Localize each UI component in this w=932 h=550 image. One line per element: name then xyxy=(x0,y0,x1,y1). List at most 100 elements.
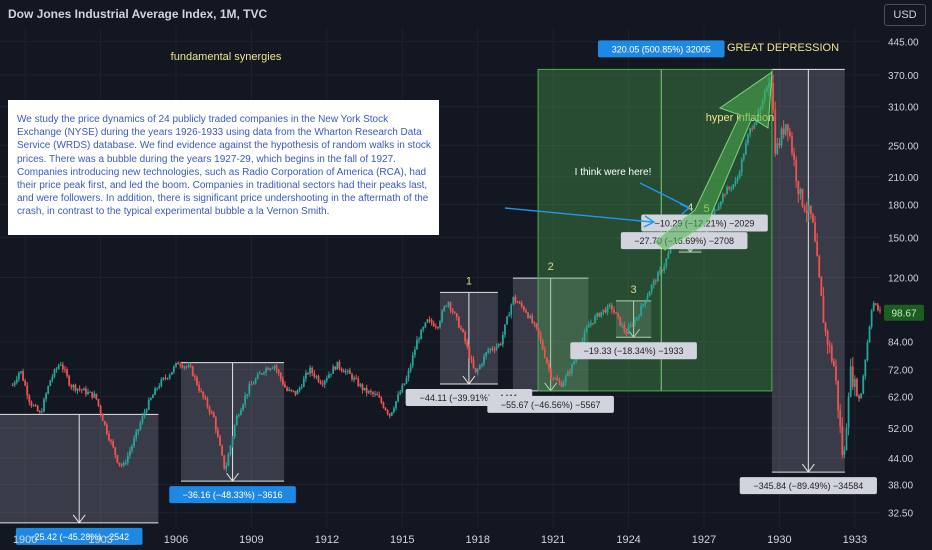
candle-body xyxy=(376,393,379,396)
candle-body xyxy=(809,205,812,215)
candle-body xyxy=(367,390,370,393)
candle-body xyxy=(608,304,611,306)
candle-body xyxy=(397,394,399,402)
measure-arrowhead xyxy=(72,514,86,524)
candle-body xyxy=(240,410,242,416)
x-tick-label: 1909 xyxy=(239,534,263,546)
candle-body xyxy=(481,363,483,366)
candle-body xyxy=(654,280,657,282)
measure-arrowhead xyxy=(627,328,640,339)
candle-body xyxy=(573,361,575,365)
candle-body xyxy=(225,465,228,469)
candle-body xyxy=(346,370,349,372)
measure-label: −44.11 (−39.91%) −4411 xyxy=(420,393,519,403)
candle-body xyxy=(784,124,787,135)
candle-body xyxy=(667,253,670,259)
candle-body xyxy=(633,319,636,326)
candle-body xyxy=(589,322,592,325)
candle-body xyxy=(233,425,236,437)
candle-body xyxy=(545,357,548,364)
candle-body xyxy=(261,373,263,375)
candle-body xyxy=(724,194,726,196)
wave-number: 2 xyxy=(548,261,554,273)
candle-body xyxy=(273,365,276,368)
candle-body xyxy=(640,305,643,317)
candle-body xyxy=(311,367,314,374)
candle-body xyxy=(443,306,446,312)
candle-body xyxy=(139,422,142,430)
candle-body xyxy=(321,383,324,385)
y-tick-label: 38.00 xyxy=(888,480,913,491)
currency-button[interactable]: USD xyxy=(884,4,926,26)
candle-body xyxy=(698,230,701,233)
candle-body xyxy=(849,366,852,397)
candle-body xyxy=(160,379,163,386)
candle-body xyxy=(66,369,68,376)
candle-body xyxy=(648,291,651,297)
candle-body xyxy=(455,313,458,318)
candle-body xyxy=(133,438,135,446)
candle-body xyxy=(422,327,425,330)
candle-body xyxy=(560,382,563,387)
y-tick-label: 120.00 xyxy=(888,274,919,285)
candle-body xyxy=(173,366,175,372)
candle-body xyxy=(212,412,215,418)
candle-body xyxy=(68,375,71,386)
candle-body xyxy=(168,374,171,379)
candle-body xyxy=(183,366,186,368)
candle-body xyxy=(13,382,16,386)
candle-body xyxy=(363,387,366,390)
candle-body xyxy=(91,391,94,398)
text-note[interactable]: We study the price dynamics of 24 public… xyxy=(8,100,439,235)
candle-body xyxy=(242,404,244,411)
candle-body xyxy=(650,284,653,292)
candle-body xyxy=(550,368,552,379)
candle-body xyxy=(491,348,494,350)
candle-body xyxy=(204,397,207,399)
candle-body xyxy=(506,316,508,325)
candle-body xyxy=(812,214,814,223)
candle-body xyxy=(841,426,844,455)
measure-label-bg xyxy=(169,486,296,504)
trend-arrow xyxy=(654,70,773,251)
candle-body xyxy=(53,369,56,377)
candle-body xyxy=(803,205,806,211)
x-tick-label: 1915 xyxy=(390,534,414,546)
candle-body xyxy=(493,349,496,351)
candle-body xyxy=(751,128,754,130)
candle-body xyxy=(30,401,33,406)
candle-body xyxy=(380,397,383,403)
candle-body xyxy=(745,143,747,155)
measure-label: −36.16 (−48.33%) −3616 xyxy=(183,490,283,500)
candle-body xyxy=(22,371,24,381)
candle-body xyxy=(296,390,299,395)
candle-body xyxy=(721,194,724,202)
candle-body xyxy=(728,187,731,189)
candle-body xyxy=(805,210,808,213)
candle-body xyxy=(606,305,609,313)
candle-body xyxy=(403,383,406,386)
candle-body xyxy=(420,329,423,340)
candle-body xyxy=(870,310,873,327)
candle-body xyxy=(510,304,513,315)
candle-body xyxy=(158,385,161,389)
pointer-arrow xyxy=(504,207,653,223)
candle-body xyxy=(587,324,590,328)
candle-body xyxy=(853,379,856,387)
y-tick-label: 150.00 xyxy=(888,233,919,244)
candle-body xyxy=(369,390,372,393)
candle-body xyxy=(26,385,29,396)
candle-body xyxy=(89,391,91,393)
candle-body xyxy=(583,332,586,341)
candle-body xyxy=(543,349,546,358)
candle-body xyxy=(288,389,291,391)
annotation-text: I think were here! xyxy=(575,167,652,178)
candle-body xyxy=(522,306,525,311)
x-tick-label: 1924 xyxy=(616,534,640,546)
candle-body xyxy=(833,360,835,367)
candle-body xyxy=(80,389,83,391)
candle-body xyxy=(78,388,81,390)
candle-body xyxy=(872,303,875,311)
candle-body xyxy=(103,421,106,425)
